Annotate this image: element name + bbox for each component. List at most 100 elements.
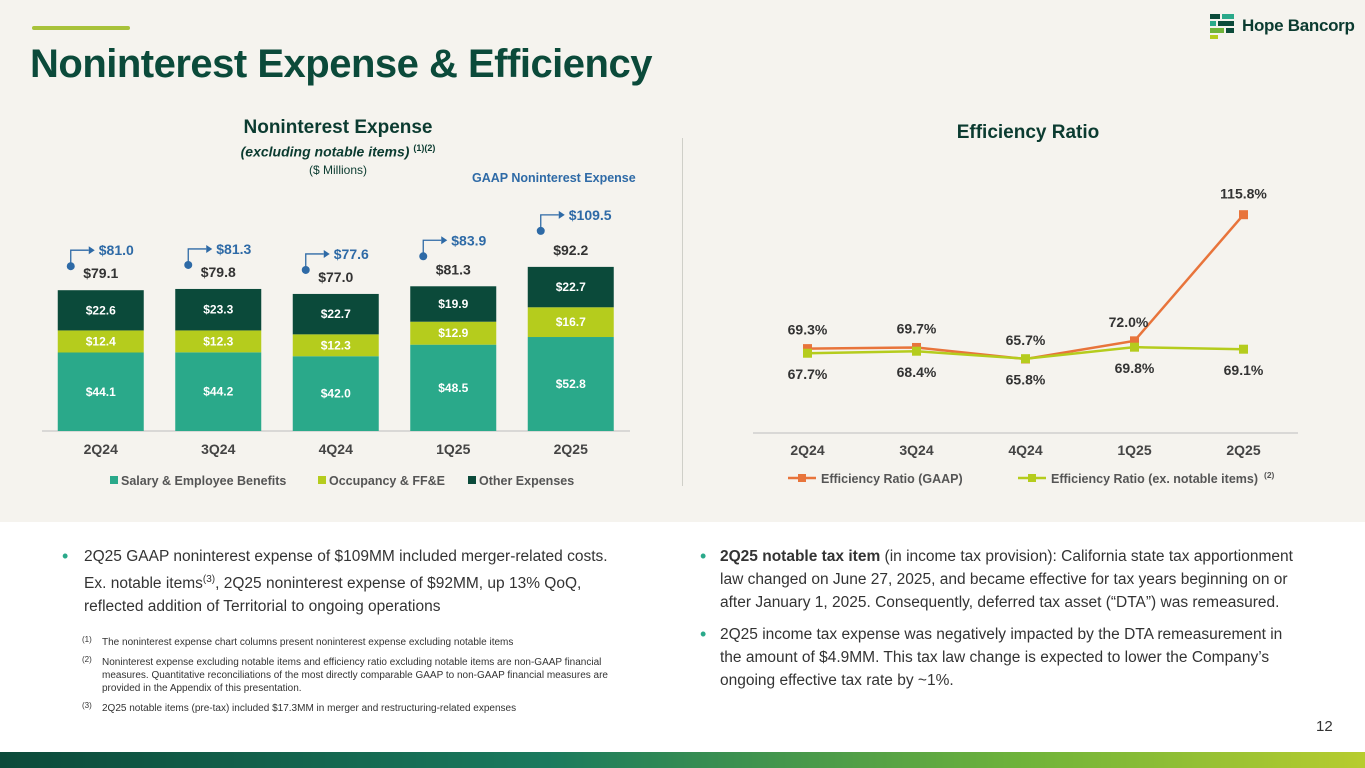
gaap-value-label: $81.3 xyxy=(216,241,251,257)
efficiency-ratio-chart: 2Q24 3Q24 4Q24 1Q25 2Q25 69.3% 69.7% 65.7% 72.0%… xyxy=(753,186,1298,486)
data-point xyxy=(1021,354,1030,364)
bar-segment xyxy=(527,307,614,338)
data-label: 115.8% xyxy=(1220,186,1267,202)
legend-swatch xyxy=(318,476,326,484)
legend-label: Salary & Employee Benefits xyxy=(121,474,286,488)
data-label: 67.7% xyxy=(788,366,828,382)
gaap-label: GAAP Noninterest Expense xyxy=(472,171,636,185)
right-bullets: 2Q25 notable tax item (in income tax pro… xyxy=(700,545,1300,701)
page-title: Noninterest Expense & Efficiency xyxy=(30,42,652,86)
gaap-value-label: $83.9 xyxy=(451,232,486,248)
right-bullet: 2Q25 notable tax item (in income tax pro… xyxy=(700,545,1300,614)
bar-segment xyxy=(57,290,144,331)
bar-value-label: $12.3 xyxy=(321,338,351,352)
footnote-text: Noninterest expense excluding notable it… xyxy=(102,657,608,694)
footnote: (1) The noninterest expense chart columns… xyxy=(82,635,622,649)
legend-label: Occupancy & FF&E xyxy=(329,474,445,488)
chart-divider xyxy=(682,138,683,486)
logo-text: Hope Bancorp xyxy=(1242,16,1355,35)
x-tick-label: 1Q25 xyxy=(436,441,470,457)
page-number: 12 xyxy=(1316,718,1333,735)
x-tick-label: 2Q24 xyxy=(84,441,118,457)
total-label: $92.2 xyxy=(553,242,588,258)
footnotes: (1) The noninterest expense chart columns… xyxy=(82,635,622,722)
x-tick-label: 1Q25 xyxy=(1117,442,1151,458)
bar-segment xyxy=(527,266,614,308)
bar-segment xyxy=(175,288,262,331)
bar-value-label: $23.3 xyxy=(203,303,233,317)
x-tick-label: 3Q24 xyxy=(201,441,235,457)
left-bullets: 2Q25 GAAP noninterest expense of $109MM … xyxy=(62,545,632,618)
bar-segment xyxy=(410,286,497,322)
data-label: 68.4% xyxy=(897,364,937,380)
left-bullet: 2Q25 GAAP noninterest expense of $109MM … xyxy=(62,545,632,618)
data-label: 69.7% xyxy=(897,320,937,336)
total-label: $79.1 xyxy=(83,265,118,281)
left-chart-subtitle-sup: (1)(2) xyxy=(413,143,436,153)
right-bullet: 2Q25 income tax expense was negatively i… xyxy=(700,623,1300,692)
left-chart-subtitle: (excluding notable items) (1)(2) xyxy=(200,143,476,160)
right-bullet-bold: 2Q25 notable tax item xyxy=(720,548,881,565)
left-chart-subtitle-text: (excluding notable items) xyxy=(240,143,410,160)
bar-segment xyxy=(410,321,497,345)
data-label: 69.3% xyxy=(788,322,828,338)
left-bullet-post: , 2Q25 noninterest expense of $92MM, up … xyxy=(84,575,582,616)
bar-value-label: $12.9 xyxy=(438,326,468,340)
x-tick-label: 2Q25 xyxy=(1226,442,1260,458)
legend-label: Efficiency Ratio (GAAP) xyxy=(821,472,963,486)
gaap-arrowhead xyxy=(558,210,565,219)
data-point xyxy=(1130,336,1139,346)
data-point xyxy=(912,346,921,356)
left-chart-title: Noninterest Expense xyxy=(243,117,433,138)
gaap-arrow xyxy=(70,249,89,267)
bar-value-label: $22.6 xyxy=(86,303,116,317)
gaap-value-label: $109.5 xyxy=(569,207,612,223)
bar-segment xyxy=(410,344,497,431)
legend-label: Other Expenses xyxy=(479,474,574,488)
gaap-arrow xyxy=(187,248,207,265)
gaap-arrow xyxy=(305,253,324,270)
data-point xyxy=(803,344,812,354)
footnote-num: (1) xyxy=(82,635,92,644)
right-bullet-text: (in income tax provision): California st… xyxy=(720,548,1293,611)
data-point xyxy=(1239,344,1248,354)
x-tick-label: 2Q24 xyxy=(790,442,824,458)
bar-value-label: $44.1 xyxy=(86,385,116,399)
data-point xyxy=(1130,342,1139,352)
data-point xyxy=(1239,210,1248,220)
gaap-marker xyxy=(536,226,545,235)
footnote-text: 2Q25 notable items (pre-tax) included $1… xyxy=(102,703,517,714)
data-label: 65.8% xyxy=(1006,372,1046,388)
data-point xyxy=(803,348,812,358)
bar-value-label: $42.0 xyxy=(321,387,351,401)
legend-marker xyxy=(798,474,806,482)
bar-value-label: $22.7 xyxy=(556,280,586,294)
gaap-arrow xyxy=(540,214,559,231)
hope-logo-icon xyxy=(1210,14,1234,39)
left-bullet-sup: (3) xyxy=(202,574,216,585)
logo: Hope Bancorp xyxy=(1208,12,1355,40)
bar-segment xyxy=(292,293,379,335)
gaap-marker xyxy=(419,252,428,261)
data-label: 65.7% xyxy=(1006,332,1046,348)
bar-segment xyxy=(57,330,144,353)
footnote: (3) 2Q25 notable items (pre-tax) included… xyxy=(82,701,622,715)
legend-label: Efficiency Ratio (ex. notable items) xyxy=(1051,472,1258,486)
bar-value-label: $16.7 xyxy=(556,315,586,329)
accent-line xyxy=(32,26,130,30)
bar-value-label: $52.8 xyxy=(556,377,586,391)
bar-segment xyxy=(175,330,262,353)
bar-value-label: $22.7 xyxy=(321,307,351,321)
total-label: $77.0 xyxy=(318,269,353,285)
left-bullet-pre: 2Q25 GAAP noninterest expense of $109MM … xyxy=(84,548,608,593)
gaap-arrow xyxy=(422,239,442,257)
gaap-arrowhead xyxy=(323,249,330,258)
data-label: 69.1% xyxy=(1224,362,1264,378)
gaap-value-label: $81.0 xyxy=(99,242,134,258)
total-label: $79.8 xyxy=(201,264,236,280)
gaap-arrowhead xyxy=(88,246,95,255)
bar-segment xyxy=(292,356,379,431)
x-tick-label: 4Q24 xyxy=(1008,442,1042,458)
bar-segment xyxy=(57,352,144,431)
data-label: 72.0% xyxy=(1109,314,1149,330)
